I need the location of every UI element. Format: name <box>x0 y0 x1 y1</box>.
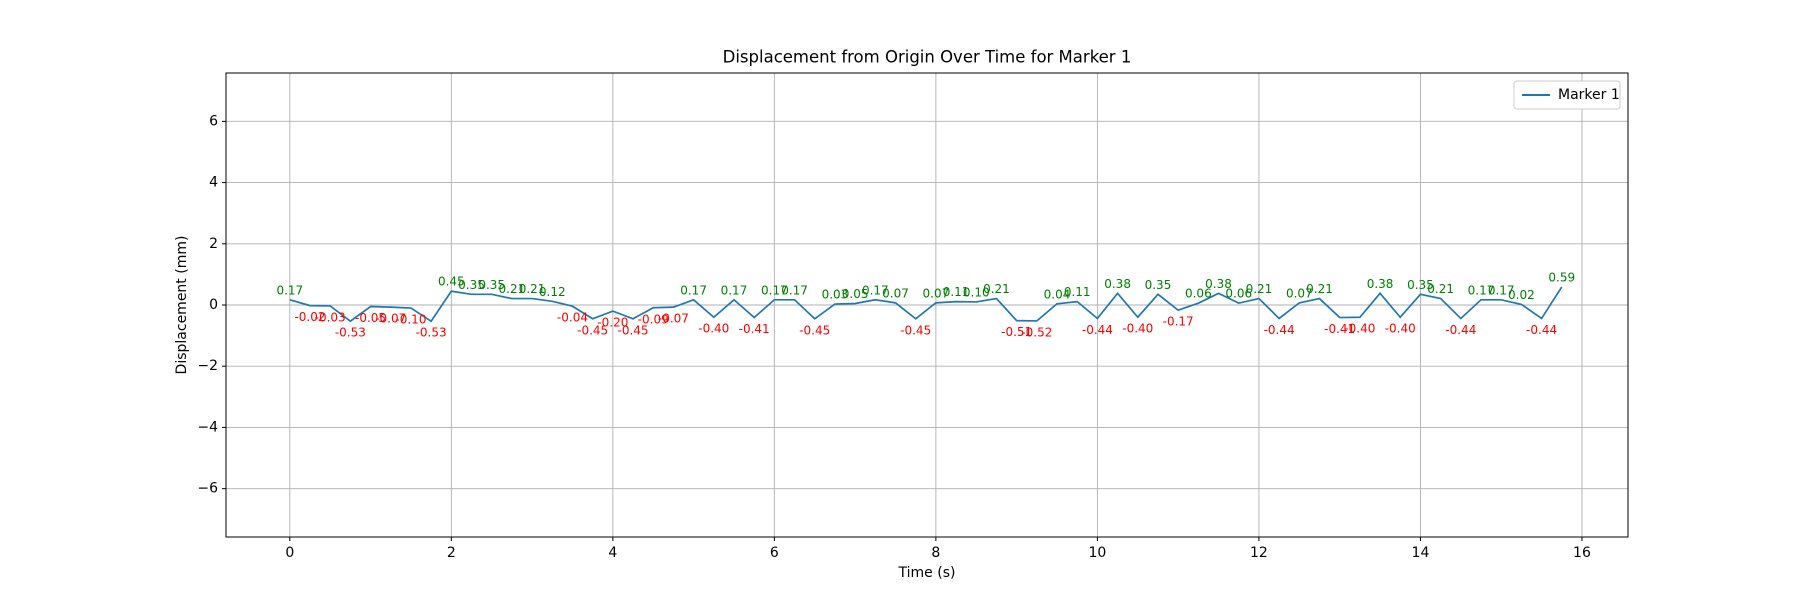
data-label: -0.40 <box>1385 322 1416 336</box>
data-label: 0.21 <box>1427 282 1454 296</box>
data-label: 0.45 <box>438 275 465 289</box>
data-label: -0.07 <box>375 312 406 326</box>
data-label: -0.40 <box>1344 322 1375 336</box>
data-label: 0.07 <box>1286 286 1313 300</box>
data-label: -0.41 <box>739 322 770 336</box>
data-label: -0.44 <box>1526 323 1557 337</box>
data-label: 0.05 <box>842 287 869 301</box>
x-tick-label: 14 <box>1412 545 1430 561</box>
y-axis-label: Displacement (mm) <box>174 236 190 375</box>
data-label: -0.44 <box>1264 323 1295 337</box>
data-label: 0.21 <box>499 282 526 296</box>
data-label: 0.17 <box>1468 283 1495 297</box>
data-label: 0.02 <box>1508 288 1535 302</box>
x-axis-label: Time (s) <box>898 565 956 581</box>
y-tick-label: −4 <box>197 419 218 435</box>
data-label: -0.20 <box>597 316 628 330</box>
x-tick-label: 4 <box>608 545 617 561</box>
data-label: 0.17 <box>680 283 707 297</box>
x-tick-label: 12 <box>1250 545 1268 561</box>
data-label: 0.17 <box>761 283 788 297</box>
data-label: -0.41 <box>1324 322 1355 336</box>
data-label: 0.11 <box>1064 285 1091 299</box>
chart-title: Displacement from Origin Over Time for M… <box>723 48 1132 67</box>
data-label: 0.38 <box>1104 277 1131 291</box>
data-label: 0.07 <box>882 286 909 300</box>
y-tick-label: −2 <box>197 358 218 374</box>
legend-label: Marker 1 <box>1558 87 1620 103</box>
data-label: -0.10 <box>395 313 426 327</box>
data-label: -0.17 <box>1163 315 1194 329</box>
data-label: 0.38 <box>1367 277 1394 291</box>
data-label: 0.03 <box>822 288 849 302</box>
data-label: 0.11 <box>943 285 970 299</box>
data-label: 0.59 <box>1548 270 1575 284</box>
data-label: 0.35 <box>1145 278 1172 292</box>
y-tick-label: 4 <box>209 175 218 191</box>
x-tick-label: 0 <box>285 545 294 561</box>
data-label: 0.07 <box>923 286 950 300</box>
data-label: -0.45 <box>577 323 608 337</box>
data-label: -0.52 <box>1021 325 1052 339</box>
data-line <box>289 286 1563 323</box>
data-label: -0.40 <box>698 322 729 336</box>
x-tick-label: 8 <box>931 545 940 561</box>
x-tick-label: 10 <box>1088 545 1106 561</box>
x-tick-label: 2 <box>447 545 456 561</box>
data-label: 0.17 <box>276 283 303 297</box>
data-label: 0.06 <box>1185 287 1212 301</box>
plot-frame <box>225 72 1629 538</box>
data-label: 0.21 <box>1246 282 1273 296</box>
y-tick-label: 6 <box>209 113 218 129</box>
data-label: -0.44 <box>1082 323 1113 337</box>
data-label: -0.40 <box>1122 322 1153 336</box>
legend-box <box>1513 80 1621 110</box>
data-label: -0.09 <box>638 312 669 326</box>
data-label: -0.51 <box>1001 325 1032 339</box>
data-label: -0.44 <box>1445 323 1476 337</box>
y-tick-label: 0 <box>209 297 218 313</box>
data-label: -0.07 <box>658 312 689 326</box>
data-label: -0.45 <box>900 323 931 337</box>
data-label: 0.21 <box>1306 282 1333 296</box>
data-label: -0.02 <box>294 310 325 324</box>
x-tick-label: 16 <box>1573 545 1591 561</box>
data-label: -0.53 <box>416 326 447 340</box>
data-label: 0.21 <box>519 282 546 296</box>
x-tick-label: 6 <box>770 545 779 561</box>
data-label: 0.06 <box>1225 287 1252 301</box>
data-label: -0.53 <box>335 326 366 340</box>
data-label: 0.17 <box>721 283 748 297</box>
data-label: 0.17 <box>781 283 808 297</box>
data-label: 0.35 <box>1407 278 1434 292</box>
data-label: -0.03 <box>315 310 346 324</box>
data-label: -0.05 <box>355 311 386 325</box>
data-label: 0.38 <box>1205 277 1232 291</box>
data-label: 0.10 <box>963 285 990 299</box>
y-tick-label: −6 <box>197 481 218 497</box>
data-label: 0.12 <box>539 285 566 299</box>
data-label: 0.04 <box>1044 287 1071 301</box>
data-label: 0.21 <box>983 282 1010 296</box>
data-label: 0.35 <box>458 278 485 292</box>
data-label: -0.04 <box>557 311 588 325</box>
data-label: 0.35 <box>478 278 505 292</box>
data-label: -0.45 <box>799 323 830 337</box>
data-label: 0.17 <box>862 283 889 297</box>
y-tick-label: 2 <box>209 236 218 252</box>
data-label: -0.45 <box>618 323 649 337</box>
data-label: 0.17 <box>1488 283 1515 297</box>
